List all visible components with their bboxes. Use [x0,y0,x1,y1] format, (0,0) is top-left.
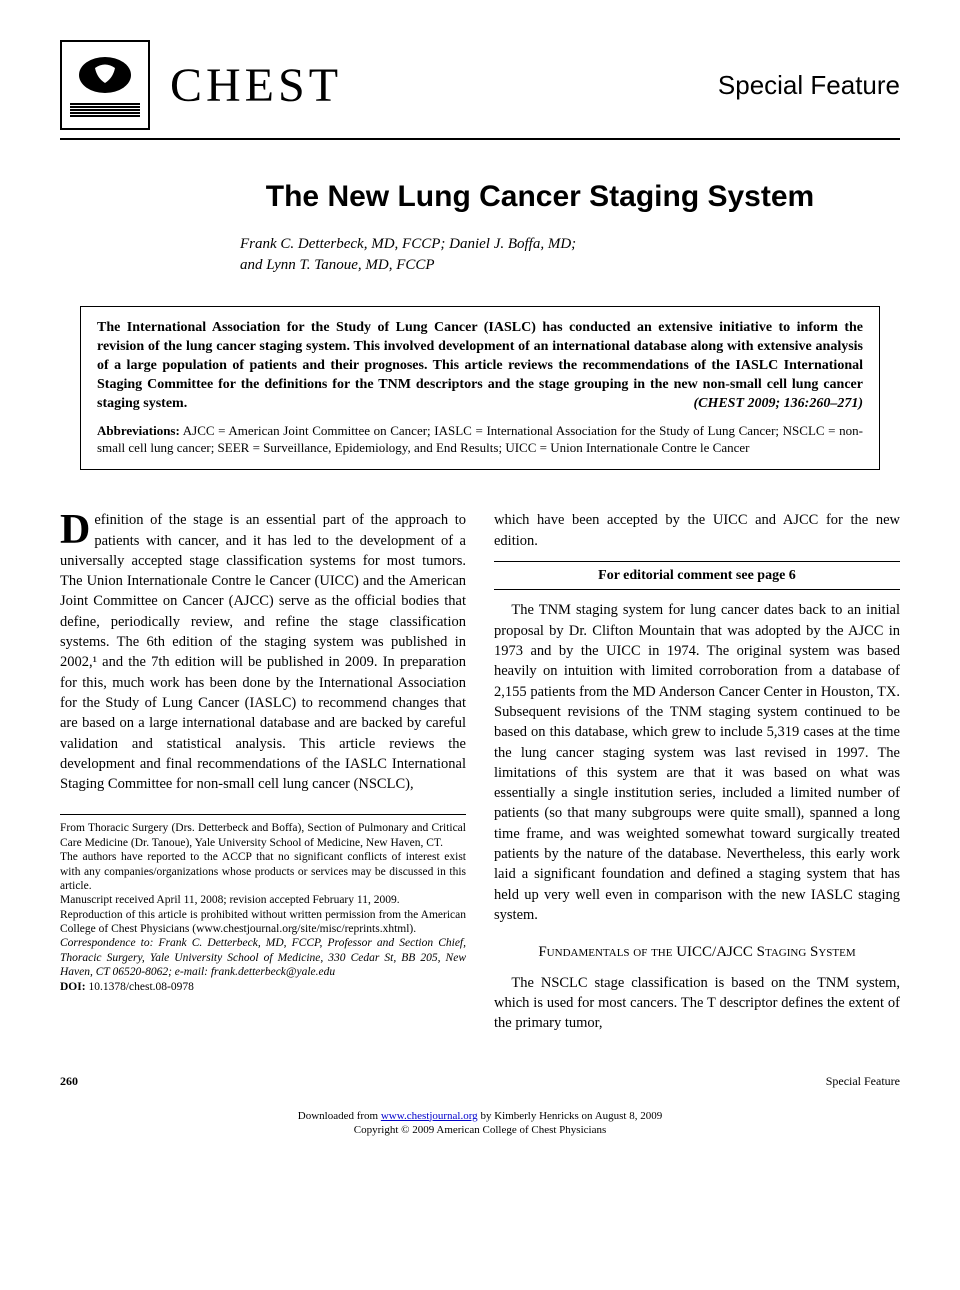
logo-lines [70,102,140,118]
doi-label: DOI: [60,981,88,993]
journal-header: CHEST Special Feature [60,40,900,140]
footnote-doi: DOI: 10.1378/chest.08-0978 [60,980,466,994]
body-p1-text: efinition of the stage is an essential p… [60,512,466,792]
article-title: The New Lung Cancer Staging System [180,180,900,214]
section-subheading: Fundamentals of the UICC/AJCC Staging Sy… [494,943,900,963]
body-para-r3: The NSCLC stage classification is based … [494,973,900,1034]
dropcap: D [60,510,94,550]
footnote-received: Manuscript received April 11, 2008; revi… [60,893,466,907]
authors-line-2: and Lynn T. Tanoue, MD, FCCP [240,257,435,273]
footnote-conflicts: The authors have reported to the ACCP th… [60,850,466,893]
download-note: Downloaded from www.chestjournal.org by … [60,1109,900,1138]
authors: Frank C. Detterbeck, MD, FCCP; Daniel J.… [240,234,900,276]
right-column: which have been accepted by the UICC and… [494,510,900,1033]
abstract-box: The International Association for the St… [80,306,880,470]
abstract-citation: (CHEST 2009; 136:260–271) [693,395,863,414]
footer-section-label: Special Feature [826,1074,900,1089]
journal-name: CHEST [170,58,718,113]
body-para-r2: The TNM staging system for lung cancer d… [494,600,900,925]
page-number: 260 [60,1074,78,1089]
editorial-note: For editorial comment see page 6 [494,561,900,591]
body-para-r1: which have been accepted by the UICC and… [494,510,900,551]
abbrev-text: AJCC = American Joint Committee on Cance… [97,423,863,455]
page-footer: 260 Special Feature [60,1074,900,1089]
copyright-text: Copyright © 2009 American College of Che… [354,1124,606,1136]
section-label: Special Feature [718,70,900,101]
abbrev-label: Abbreviations: [97,423,180,438]
footnote-affiliation: From Thoracic Surgery (Drs. Detterbeck a… [60,821,466,850]
left-column: Definition of the stage is an essential … [60,510,466,1033]
body-columns: Definition of the stage is an essential … [60,510,900,1033]
download-pre: Downloaded from [298,1110,381,1122]
footnote-correspondence: Correspondence to: Frank C. Detterbeck, … [60,936,466,979]
footnotes: From Thoracic Surgery (Drs. Detterbeck a… [60,814,466,994]
journal-logo [60,40,150,130]
chest-logo-icon [75,53,135,98]
doi-value: 10.1378/chest.08-0978 [88,981,193,993]
body-para-1: Definition of the stage is an essential … [60,510,466,794]
authors-line-1: Frank C. Detterbeck, MD, FCCP; Daniel J.… [240,236,576,252]
download-link[interactable]: www.chestjournal.org [381,1110,478,1122]
abbreviations: Abbreviations: AJCC = American Joint Com… [97,423,863,457]
footnote-reproduction: Reproduction of this article is prohibit… [60,908,466,937]
download-post: by Kimberly Henricks on August 8, 2009 [478,1110,663,1122]
abstract-text: The International Association for the St… [97,319,863,413]
